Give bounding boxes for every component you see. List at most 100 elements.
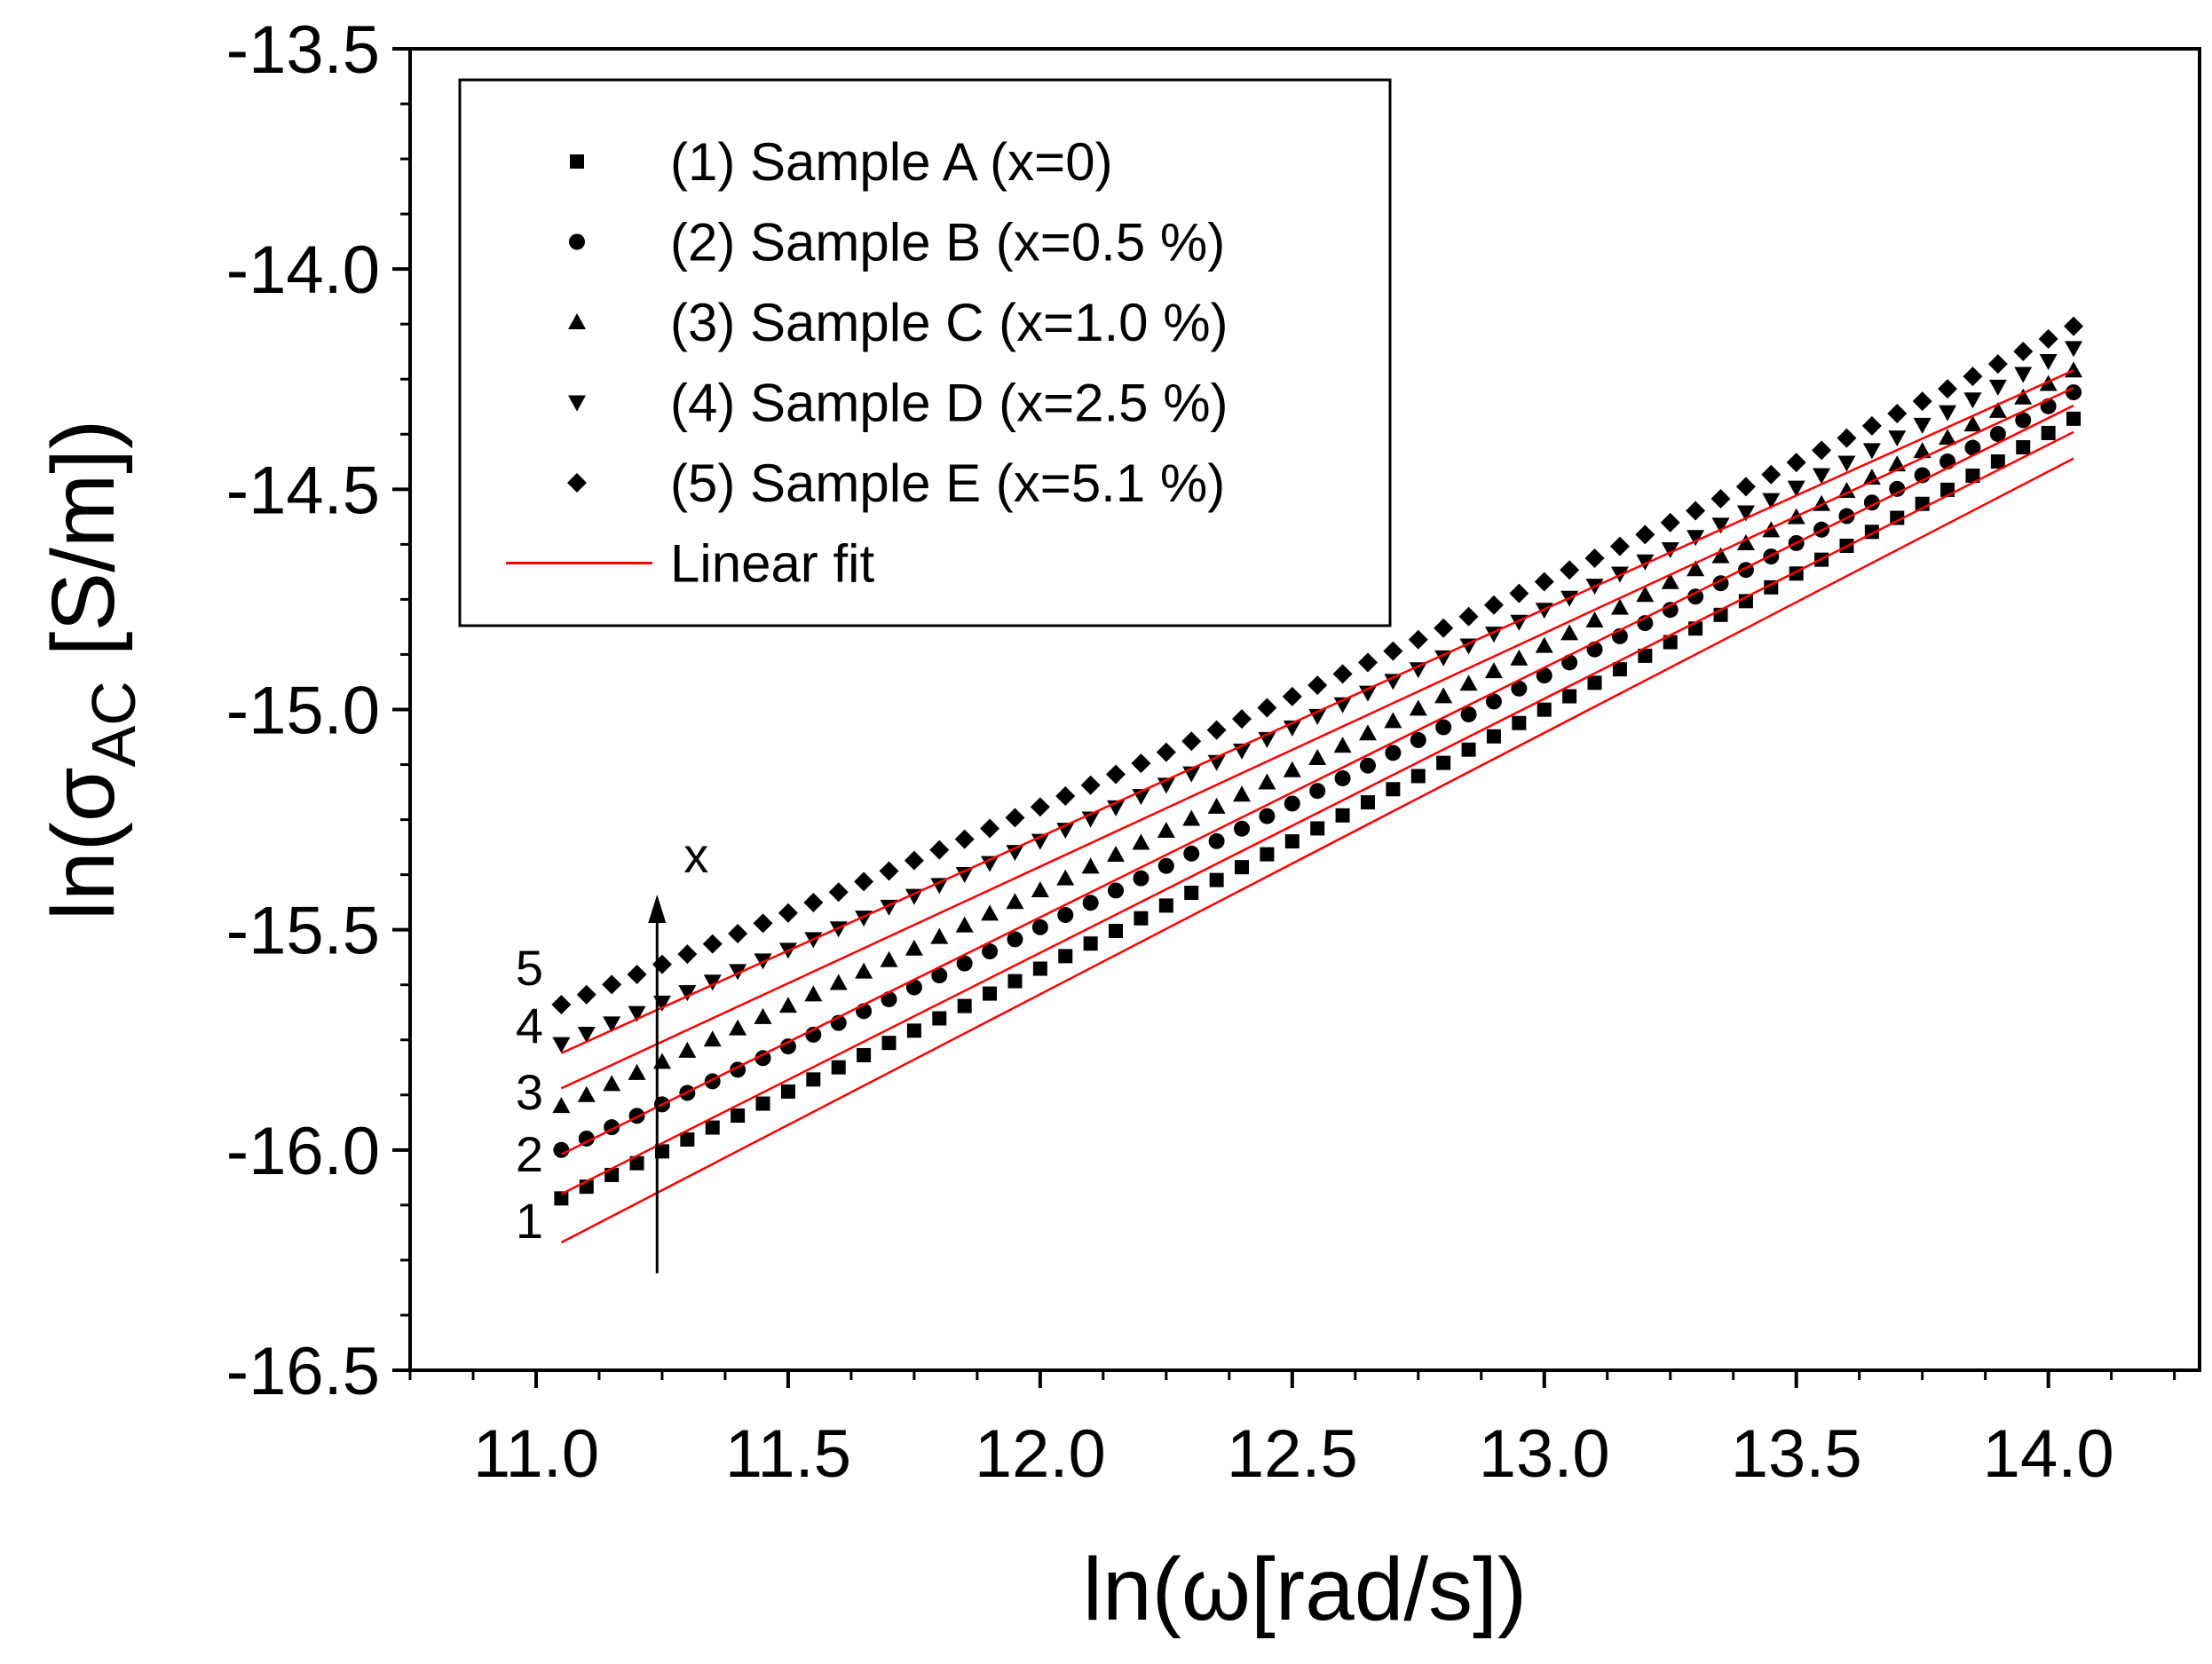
annotations: 1 2 3 45 x	[516, 827, 708, 1274]
data-point	[1157, 822, 1175, 839]
data-point	[1007, 931, 1023, 948]
y-axis-title: ln(σAC [S/m])	[34, 420, 148, 921]
curve-label-3: 3	[516, 1064, 543, 1120]
data-point	[603, 1016, 621, 1033]
legend-marker-4	[568, 395, 586, 412]
data-point	[1536, 667, 1552, 684]
data-point	[779, 1038, 796, 1055]
data-point	[803, 892, 824, 912]
data-point	[2041, 425, 2056, 440]
series-4	[552, 341, 2083, 1053]
data-point	[1081, 857, 1100, 874]
data-point	[1031, 919, 1048, 935]
data-point	[905, 939, 923, 956]
data-point	[1461, 742, 1476, 757]
data-point	[1938, 379, 1958, 399]
data-point	[1813, 468, 1831, 485]
data-point	[1157, 857, 1174, 874]
data-point	[1385, 745, 1402, 761]
data-point	[1232, 709, 1252, 729]
data-point	[879, 861, 899, 881]
x-tick-label: 13.0	[1479, 1416, 1610, 1492]
legend-label-4: (4) Sample D (x=2.5 %)	[670, 374, 1228, 433]
data-point	[554, 1191, 569, 1206]
data-point	[1133, 870, 1149, 887]
data-point	[602, 974, 622, 995]
data-point	[1132, 833, 1150, 850]
series-3	[552, 361, 2083, 1114]
data-point	[1056, 869, 1075, 886]
data-point	[753, 913, 773, 934]
data-point	[1409, 662, 1427, 679]
fit-line-5	[560, 369, 2074, 1054]
data-point	[829, 974, 848, 990]
data-point	[1837, 481, 1856, 498]
data-point	[1609, 536, 1630, 556]
data-point	[1258, 773, 1276, 790]
y-tick-label: -14.5	[226, 453, 380, 528]
data-point	[1963, 367, 1983, 387]
data-point	[1512, 715, 1527, 730]
data-point	[1030, 797, 1050, 817]
legend: (1) Sample A (x=0) (2) Sample B (x=0.5 %)…	[458, 78, 1392, 627]
data-point	[1761, 464, 1781, 485]
data-point	[1483, 595, 1504, 615]
data-point	[1234, 820, 1251, 837]
series-1	[554, 411, 2082, 1206]
data-point	[1335, 808, 1350, 823]
data-point	[1636, 554, 1655, 571]
data-point	[1635, 524, 1655, 545]
data-point	[2066, 384, 2082, 401]
data-point	[1687, 530, 1705, 547]
data-point	[1184, 886, 1199, 901]
data-point	[1612, 662, 1627, 677]
data-point	[1638, 648, 1653, 663]
data-point	[1259, 808, 1276, 824]
data-point	[1257, 698, 1277, 718]
x-tick-label: 11.0	[473, 1416, 599, 1492]
data-point	[1282, 686, 1302, 706]
data-point	[654, 1144, 669, 1159]
data-point	[905, 979, 922, 996]
data-point	[2016, 440, 2031, 455]
data-point	[1235, 860, 1250, 875]
data-point	[1711, 517, 1730, 534]
data-point	[1106, 764, 1126, 785]
data-point	[1207, 797, 1226, 814]
data-point	[1862, 443, 1881, 460]
data-point	[1458, 606, 1479, 627]
data-point	[931, 967, 948, 984]
data-point	[677, 944, 698, 965]
data-point	[831, 1060, 846, 1075]
data-point	[1183, 845, 1200, 862]
data-point	[702, 934, 723, 954]
data-point	[1965, 468, 1980, 483]
data-point	[2014, 367, 2033, 383]
curve-label-1: 1	[516, 1193, 543, 1249]
curve-label-2: 2	[516, 1126, 543, 1182]
data-point	[1509, 583, 1529, 603]
data-point	[2039, 353, 2058, 370]
data-point	[1283, 761, 1301, 777]
data-point	[1409, 699, 1427, 716]
data-point	[1260, 847, 1275, 862]
fit-line-3	[560, 404, 2074, 1155]
data-point	[880, 950, 898, 967]
data-point	[1158, 898, 1173, 913]
x-tick-label: 12.5	[1227, 1416, 1358, 1492]
data-point	[1686, 501, 1706, 521]
data-point	[1662, 602, 1679, 619]
data-point	[1209, 872, 1224, 887]
data-point	[806, 1072, 821, 1087]
data-point	[1410, 731, 1426, 748]
series-5	[551, 316, 2084, 1014]
data-point	[1284, 834, 1300, 849]
data-point	[728, 924, 748, 944]
data-point	[1989, 425, 2006, 442]
data-point	[1963, 392, 1982, 409]
data-point	[1585, 611, 1604, 628]
data-point	[627, 964, 647, 984]
legend-label-5: (5) Sample E (x=5.1 %)	[670, 453, 1225, 513]
data-point	[956, 955, 973, 972]
data-point	[1459, 674, 1478, 691]
